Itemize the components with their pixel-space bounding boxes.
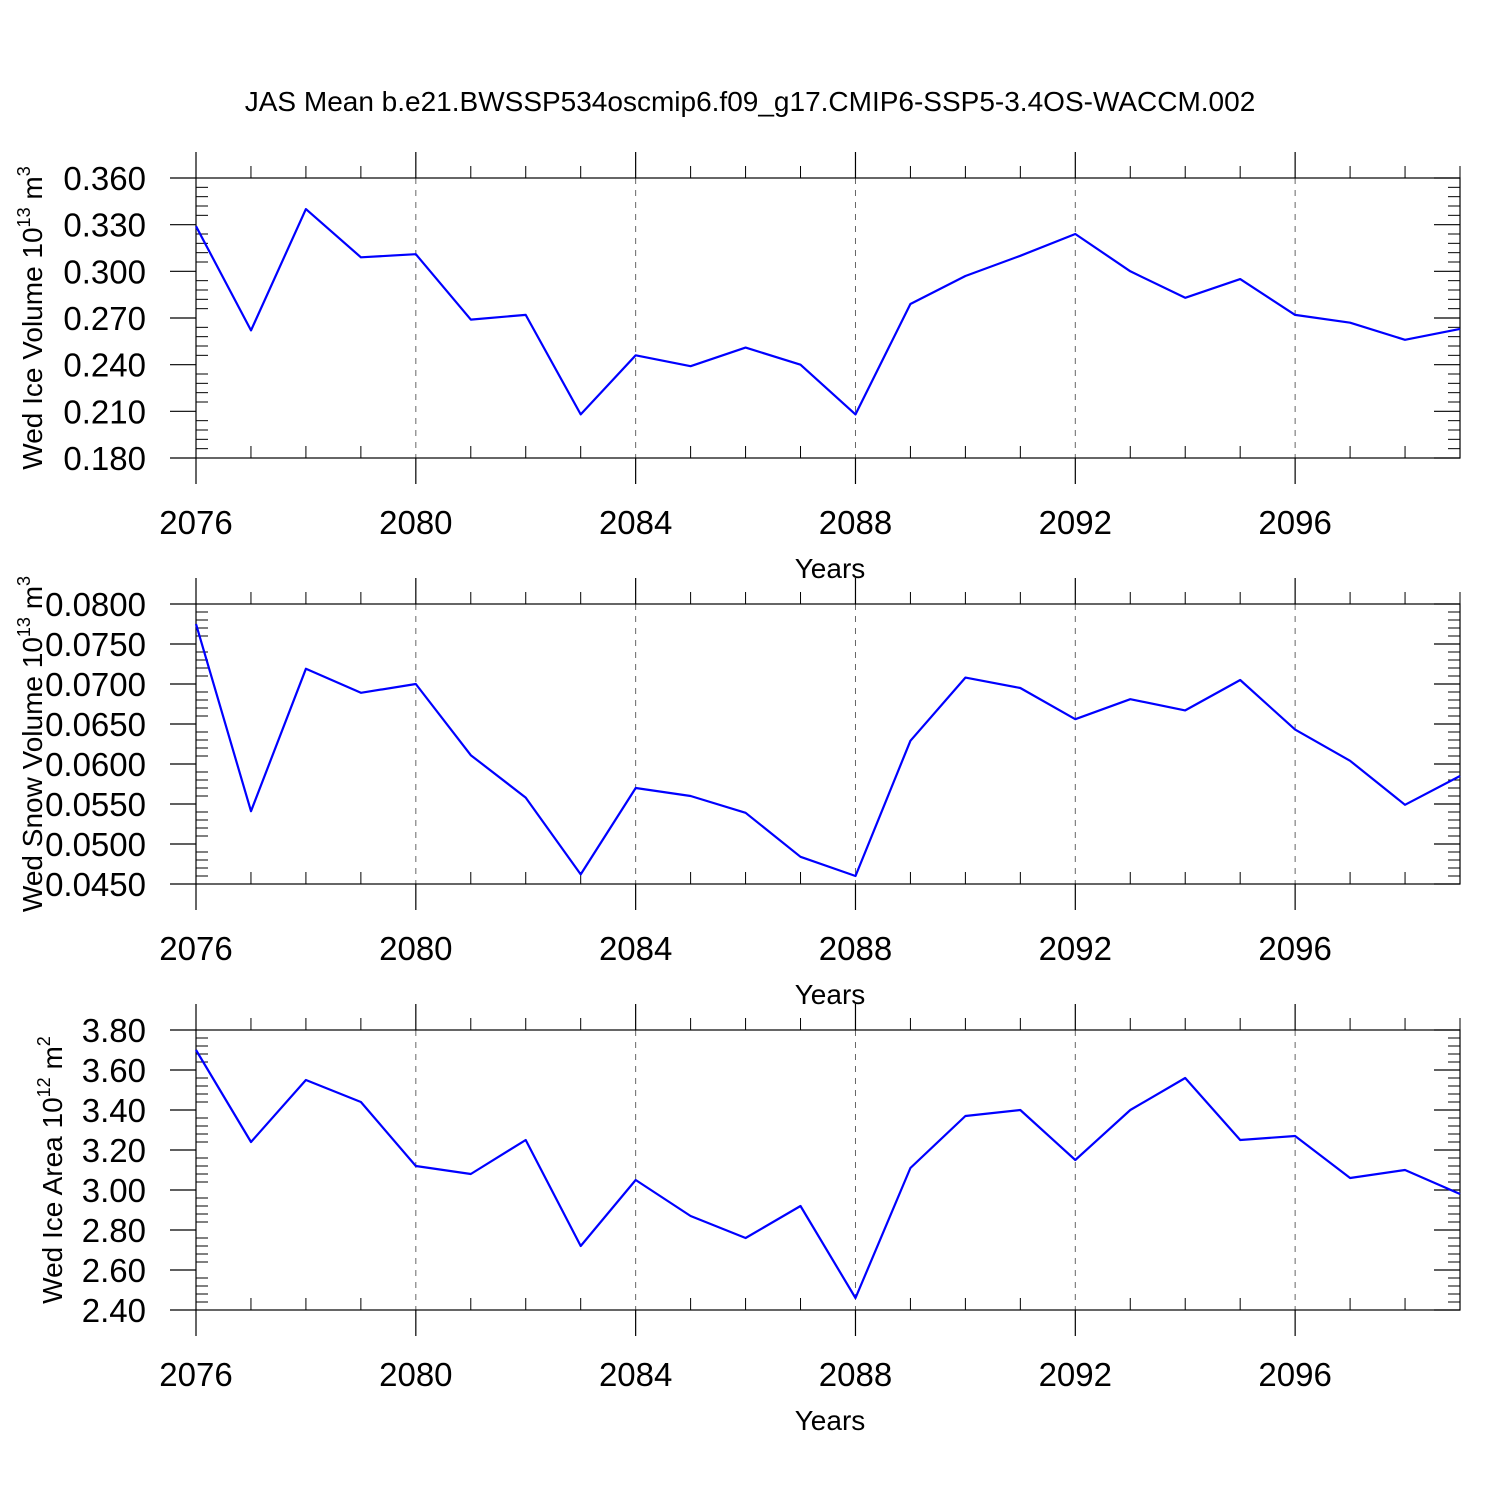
y-axis-label: Wed Ice Area 1012 m2 [34, 1036, 68, 1304]
y-tick-label: 0.180 [63, 440, 146, 477]
y-tick-label: 0.330 [63, 207, 146, 244]
series-line [195, 208, 1461, 416]
y-tick-label: 2.60 [82, 1252, 146, 1289]
x-tick-label: 2076 [159, 504, 232, 541]
x-axis-label: Years [795, 553, 866, 584]
y-tick-label: 0.0750 [45, 626, 146, 663]
x-axis-label: Years [795, 979, 866, 1010]
plot-frame [195, 177, 1461, 459]
y-tick-label: 0.0450 [45, 866, 146, 903]
x-axis-label: Years [795, 1405, 866, 1436]
x-tick-label: 2088 [819, 504, 892, 541]
y-tick-label: 0.360 [63, 160, 146, 197]
x-tick-label: 2076 [159, 930, 232, 967]
y-tick-label: 0.210 [63, 393, 146, 430]
series-line [195, 1049, 1461, 1300]
y-tick-label: 0.0800 [45, 586, 146, 623]
x-tick-label: 2092 [1039, 1356, 1112, 1393]
y-tick-label: 3.00 [82, 1172, 146, 1209]
y-tick-label: 3.60 [82, 1052, 146, 1089]
x-tick-label: 2084 [599, 930, 672, 967]
x-tick-label: 2092 [1039, 930, 1112, 967]
figure-title: JAS Mean b.e21.BWSSP534oscmip6.f09_g17.C… [244, 86, 1256, 117]
y-tick-label: 0.0600 [45, 746, 146, 783]
panel-2: 0.04500.05000.05500.06000.06500.07000.07… [14, 576, 1461, 1010]
x-tick-label: 2084 [599, 1356, 672, 1393]
x-tick-label: 2080 [379, 930, 452, 967]
y-axis-label: Wed Snow Volume 1013 m3 [14, 576, 48, 912]
y-tick-label: 2.40 [82, 1292, 146, 1329]
series-line [194, 623, 1461, 878]
x-tick-label: 2096 [1258, 1356, 1331, 1393]
x-tick-label: 2088 [819, 1356, 892, 1393]
y-tick-label: 0.270 [63, 300, 146, 337]
x-tick-label: 2076 [159, 1356, 232, 1393]
plot-frame [195, 603, 1461, 885]
x-tick-label: 2080 [379, 504, 452, 541]
x-tick-label: 2088 [819, 930, 892, 967]
y-tick-label: 3.20 [82, 1132, 146, 1169]
x-tick-label: 2096 [1258, 930, 1331, 967]
y-axis-label: Wed Ice Volume 1013 m3 [14, 166, 48, 469]
y-tick-label: 0.300 [63, 253, 146, 290]
panel-1: 0.180 0.210 0.240 0.270 0.300 0.330 0.360 2076 2… [14, 152, 1461, 584]
y-tick-label: 0.240 [63, 347, 146, 384]
y-tick-label: 3.40 [82, 1092, 146, 1129]
panel-3: 2.402.602.803.003.203.403.603.80 2076 2080… [34, 1004, 1461, 1436]
y-tick-label: 0.0550 [45, 786, 146, 823]
y-tick-label: 2.80 [82, 1212, 146, 1249]
y-tick-label: 0.0700 [45, 666, 146, 703]
plot-frame [195, 1029, 1461, 1311]
x-tick-label: 2096 [1258, 504, 1331, 541]
y-tick-label: 3.80 [82, 1012, 146, 1049]
x-tick-label: 2092 [1039, 504, 1112, 541]
x-tick-label: 2084 [599, 504, 672, 541]
x-tick-label: 2080 [379, 1356, 452, 1393]
y-tick-label: 0.0650 [45, 706, 146, 743]
y-tick-label: 0.0500 [45, 826, 146, 863]
